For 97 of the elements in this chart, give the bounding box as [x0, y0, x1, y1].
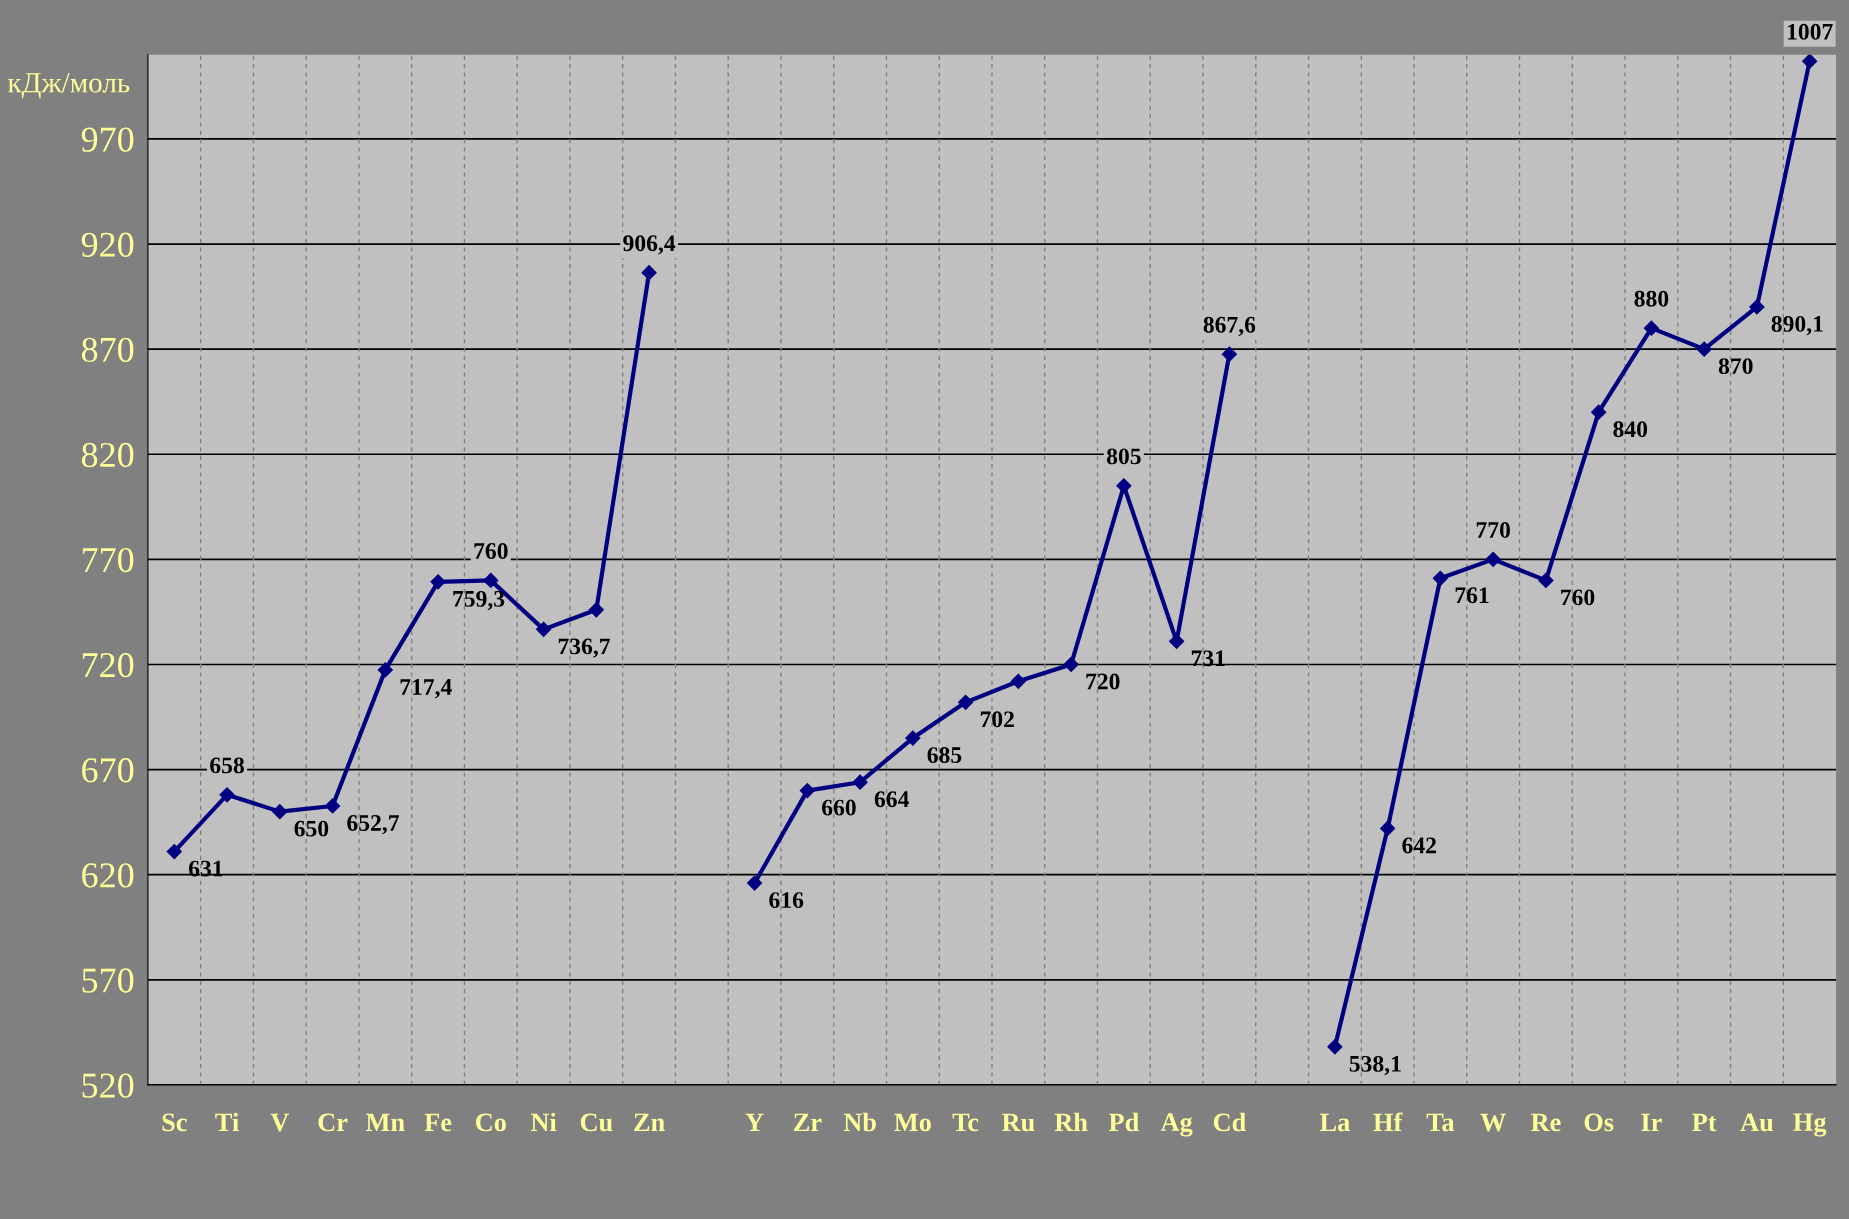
point: [1538, 572, 1554, 588]
data-label: 652,7: [347, 815, 399, 835]
point: [641, 265, 657, 281]
x-tick-label: Mn: [365, 1113, 405, 1131]
point: [219, 787, 235, 803]
x-tick-label: Ti: [215, 1112, 239, 1131]
point: [852, 774, 868, 790]
data-label: 538,1: [1349, 1055, 1401, 1076]
data-label: 770: [1476, 521, 1510, 538]
x-tick-label: Pt: [1692, 1113, 1717, 1132]
point: [1696, 341, 1712, 357]
data-label: 867,6: [1203, 316, 1256, 337]
point: [377, 662, 393, 678]
data-label: 650: [294, 820, 329, 837]
data-label: 720: [1086, 673, 1120, 690]
x-tick-label: Ir: [1641, 1113, 1662, 1131]
x-tick-label: V: [270, 1113, 290, 1132]
data-label: 1007: [1787, 23, 1833, 40]
x-tick-label: Y: [745, 1113, 764, 1131]
point: [166, 844, 182, 860]
x-tick-label: Zn: [634, 1113, 665, 1131]
x-tick-label: Os: [1584, 1113, 1614, 1132]
y-tick-label: 920: [81, 232, 134, 257]
data-label: 660: [822, 799, 856, 816]
data-label: 759,3: [453, 590, 505, 611]
y-axis-title: кДж/моль: [7, 73, 130, 99]
point: [588, 602, 604, 618]
y-tick-label: 970: [81, 127, 134, 152]
point: [536, 621, 552, 637]
data-label: 890,1: [1771, 315, 1823, 336]
data-label: 702: [980, 711, 1014, 728]
point: [483, 572, 499, 588]
x-tick-label: Ru: [1001, 1113, 1035, 1132]
point: [1116, 478, 1132, 494]
data-label: 642: [1402, 837, 1436, 854]
y-tick-label: 870: [81, 337, 134, 363]
data-label: 658: [210, 757, 244, 774]
point: [1591, 404, 1607, 420]
data-label: 880: [1634, 290, 1669, 307]
x-tick-label: Cr: [318, 1113, 348, 1132]
y-tick-label: 570: [82, 968, 134, 993]
x-tick-label: Pd: [1108, 1112, 1139, 1132]
point: [1749, 299, 1765, 315]
y-tick-label: 770: [82, 547, 134, 573]
data-label: 760: [1561, 589, 1595, 606]
point: [324, 798, 341, 814]
data-label: 717,4: [400, 679, 452, 699]
x-tick-label: Cd: [1213, 1112, 1246, 1132]
point: [1063, 656, 1079, 673]
point: [1327, 1039, 1343, 1055]
data-label: 664: [874, 791, 909, 808]
x-tick-label: Au: [1740, 1113, 1774, 1132]
x-tick-label: Rh: [1054, 1112, 1088, 1131]
data-label: 685: [927, 747, 962, 763]
point: [1485, 551, 1501, 567]
x-tick-label: Zr: [793, 1113, 822, 1131]
y-tick-label: 620: [82, 863, 134, 888]
x-tick-label: Re: [1530, 1113, 1561, 1132]
data-label: 760: [474, 543, 508, 559]
data-label: 761: [1455, 587, 1489, 604]
x-tick-label: Co: [475, 1113, 506, 1132]
x-tick-label: Nb: [843, 1112, 876, 1132]
point: [430, 574, 446, 590]
point: [1010, 673, 1026, 689]
point: [747, 875, 763, 891]
point: [799, 783, 815, 799]
y-tick-label: 670: [82, 758, 134, 783]
x-tick-label: Cu: [580, 1113, 613, 1132]
x-tick-label: Mo: [894, 1113, 931, 1132]
x-tick-label: La: [1319, 1113, 1350, 1132]
data-label: 805: [1106, 448, 1141, 465]
x-tick-label: W: [1480, 1113, 1506, 1132]
x-tick-label: Fe: [424, 1113, 452, 1132]
point: [1643, 320, 1659, 336]
point: [272, 804, 288, 820]
data-label: 731: [1191, 650, 1225, 667]
data-label: 736,7: [558, 638, 611, 658]
point: [1380, 820, 1396, 837]
point: [1432, 570, 1448, 586]
y-tick-label: 720: [82, 652, 134, 678]
point: [1221, 346, 1237, 362]
y-tick-label: 520: [82, 1073, 134, 1098]
x-tick-label: Ag: [1160, 1113, 1193, 1137]
x-tick-label: Hf: [1373, 1112, 1403, 1131]
point: [958, 694, 974, 710]
point: [1802, 54, 1818, 69]
data-label: 906,4: [623, 235, 676, 255]
x-tick-label: Ta: [1426, 1113, 1455, 1132]
point: [905, 730, 921, 746]
data-label: 870: [1718, 358, 1753, 375]
x-tick-label: Hg: [1793, 1113, 1827, 1137]
data-label: 616: [769, 892, 804, 909]
x-tick-label: Sc: [162, 1113, 187, 1132]
x-tick-label: Ni: [530, 1112, 557, 1131]
x-tick-label: Tc: [952, 1113, 979, 1132]
data-label: 840: [1613, 421, 1648, 438]
y-tick-label: 820: [81, 442, 134, 468]
